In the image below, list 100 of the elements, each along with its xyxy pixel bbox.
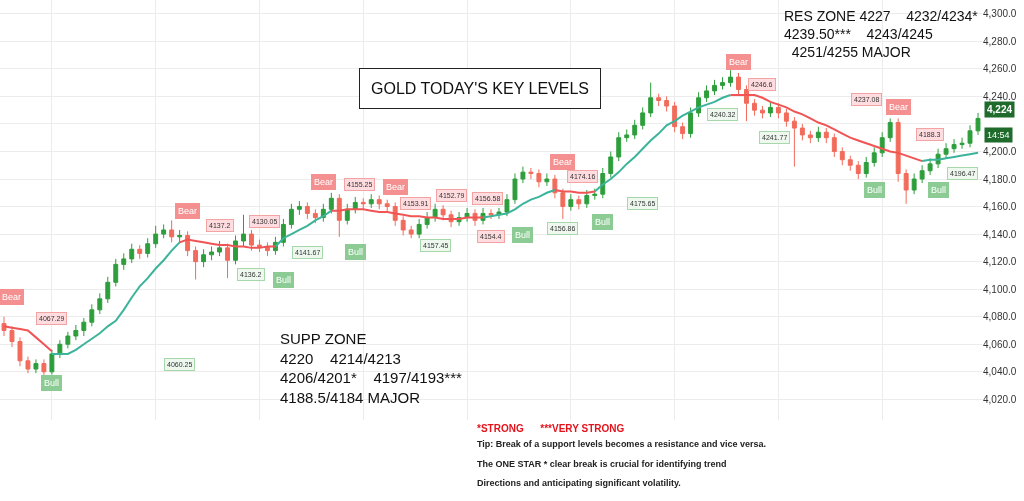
candlestick — [225, 243, 230, 279]
candlestick — [728, 69, 733, 88]
candlestick — [25, 356, 31, 374]
candlestick — [169, 219, 175, 243]
candlestick — [89, 303, 95, 327]
y-tick-label: 4,300.0 — [983, 8, 1017, 20]
candlestick — [967, 124, 973, 148]
candlestick — [895, 117, 901, 183]
candlestick — [847, 155, 853, 172]
candlestick — [871, 146, 877, 168]
y-tick-label: 4,100.0 — [983, 283, 1017, 295]
candlestick — [217, 240, 223, 257]
candlestick — [233, 234, 238, 265]
candlestick — [49, 349, 55, 376]
annotation: Bear — [553, 157, 573, 167]
candlestick — [975, 112, 981, 136]
candlestick — [153, 225, 159, 249]
candlestick — [648, 82, 654, 118]
candlestick — [767, 101, 773, 118]
candlestick — [113, 258, 119, 287]
candlestick — [57, 339, 63, 359]
candlestick — [775, 102, 781, 119]
candlestick — [344, 203, 350, 225]
candlestick — [688, 106, 694, 139]
candlestick — [712, 79, 717, 96]
candlestick — [839, 146, 845, 166]
y-tick-label: 4,200.0 — [983, 145, 1017, 157]
candlestick — [9, 325, 15, 348]
candlestick — [368, 193, 374, 209]
text: 4,224 — [987, 104, 1013, 115]
annotation: Bull — [931, 185, 947, 195]
candlestick — [823, 127, 829, 144]
candlestick — [783, 108, 789, 128]
candlestick — [759, 105, 765, 119]
annotation: Bull — [867, 185, 883, 195]
candlestick — [296, 200, 302, 216]
candlestick — [193, 245, 199, 281]
candlestick — [512, 173, 518, 205]
candlestick — [544, 173, 550, 187]
candlestick — [41, 358, 47, 377]
candlestick — [943, 142, 949, 159]
annotation: Bull — [44, 378, 60, 388]
candlestick — [791, 116, 797, 168]
candlestick — [815, 126, 821, 143]
candlestick — [17, 336, 23, 367]
candlestick — [744, 84, 749, 122]
candlestick — [576, 195, 582, 210]
candlestick — [799, 123, 805, 141]
candlestick — [440, 204, 446, 221]
candlestick — [504, 193, 510, 217]
candlestick — [704, 84, 710, 103]
y-tick-label: 4,140.0 — [983, 228, 1017, 240]
candlestick — [97, 292, 103, 315]
candlestick — [616, 131, 622, 162]
candlestick — [927, 157, 933, 176]
text: GOLD TODAY'S KEY LEVELS — [371, 80, 589, 97]
text: *STRONG ***VERY STRONG — [477, 423, 625, 434]
candlestick — [161, 223, 167, 239]
candlestick — [1, 316, 7, 337]
annotation: SUPP ZONE 4220 4214/4213 4206/4201* 4197/4193*** 4188.5/4184 MAJOR — [280, 330, 462, 406]
candlestick — [608, 150, 614, 179]
candlestick — [568, 193, 574, 212]
candlestick — [536, 168, 542, 188]
annotation: Bull — [348, 247, 364, 257]
annotation: Bull — [595, 217, 611, 227]
candlestick — [680, 122, 686, 140]
candlestick — [624, 128, 630, 143]
annotation: Bull — [276, 275, 292, 285]
text: 14:54 — [987, 130, 1010, 140]
candlestick — [560, 188, 566, 220]
candlestick — [911, 173, 917, 195]
candlestick — [376, 195, 382, 210]
candlestick — [664, 95, 670, 113]
text: Directions and anticipating significant volatility. — [477, 478, 681, 488]
candlestick — [137, 244, 143, 260]
y-tick-label: 4,180.0 — [983, 173, 1017, 185]
y-tick-label: 4,280.0 — [983, 35, 1017, 47]
annotation: Bear — [729, 57, 749, 67]
candlestick — [408, 225, 414, 239]
annotation: Bear — [2, 292, 22, 302]
candlestick — [201, 248, 207, 268]
candlestick — [951, 138, 957, 154]
candlestick — [424, 211, 430, 230]
candlestick — [528, 167, 534, 180]
annotation: Bear — [889, 102, 909, 112]
candlestick — [959, 137, 965, 150]
candlestick — [105, 276, 111, 304]
text: The ONE STAR * clear break is crucial for identifying trend — [477, 459, 727, 469]
candlestick — [209, 245, 215, 261]
candlestick — [73, 324, 79, 341]
candlestick — [121, 252, 127, 271]
candlestick — [177, 229, 183, 243]
candlestick — [831, 133, 837, 158]
candlestick — [288, 203, 294, 230]
candlestick — [903, 168, 909, 205]
candlestick — [672, 101, 678, 133]
candlestick — [520, 166, 526, 184]
candlestick — [887, 117, 893, 143]
y-tick-label: 4,240.0 — [983, 90, 1017, 102]
candlestick — [328, 192, 334, 214]
